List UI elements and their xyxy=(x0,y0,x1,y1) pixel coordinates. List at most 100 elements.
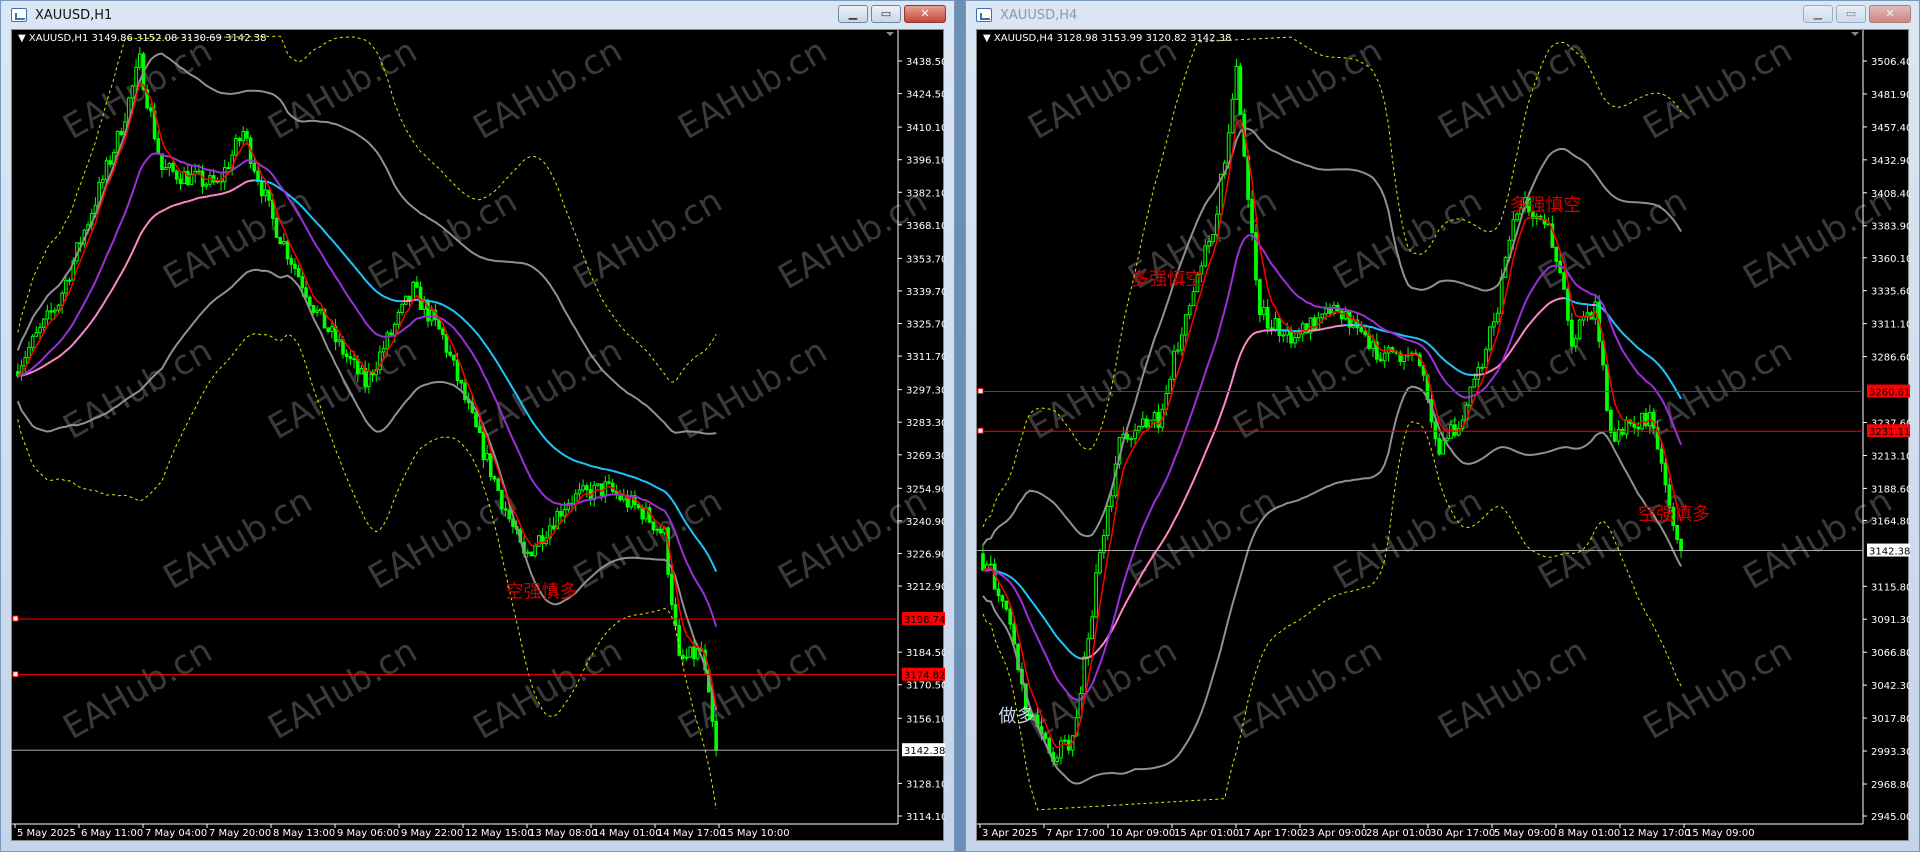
price-tick-label: 3269.30 xyxy=(906,451,945,462)
candle-body xyxy=(1296,333,1301,339)
slow-ma-segment xyxy=(435,301,440,305)
lower-envelope xyxy=(17,333,717,810)
slow-ma-segment xyxy=(1485,370,1491,375)
watermark: EAHub.cn xyxy=(672,631,834,748)
symbol-ohlc: XAUUSD,H4 3128.98 3153.99 3120.82 3142.3… xyxy=(993,33,1232,44)
minimize-button[interactable]: ▁ xyxy=(1803,5,1833,23)
slow-ma-segment xyxy=(345,256,352,263)
slow-ma-segment xyxy=(1450,364,1456,369)
price-tick-label: 2993.30 xyxy=(1871,747,1910,758)
horizontal-line-price: 3260.61 xyxy=(1869,388,1910,399)
horizontal-line-price: 3231.11 xyxy=(1869,427,1910,438)
close-button[interactable]: ✕ xyxy=(1869,5,1911,23)
slow-ma-segment xyxy=(1563,297,1569,301)
slow-ma-segment xyxy=(206,194,211,198)
candle-body xyxy=(440,328,445,336)
candle-body xyxy=(1456,428,1461,436)
candle-body xyxy=(134,66,138,87)
slow-ma-segment xyxy=(1516,335,1522,343)
candle-body xyxy=(1203,245,1208,267)
slow-ma-segment xyxy=(579,461,584,465)
candle-body xyxy=(256,170,260,182)
candle-body xyxy=(1008,608,1013,625)
slow-ma-segment xyxy=(1555,297,1561,301)
slow-ma-segment xyxy=(286,193,292,198)
slow-ma-segment xyxy=(1227,378,1234,392)
watermark: EAHub.cn xyxy=(1227,331,1389,448)
price-tick-label: 3368.10 xyxy=(906,221,945,232)
candle-body xyxy=(1472,378,1477,388)
chart-window-h4[interactable]: XAUUSD,H4 ▁ ▭ ✕ ▼ XAUUSD,H4 3128.98 3153… xyxy=(965,0,1920,852)
title-bar[interactable]: XAUUSD,H1 ▁ ▭ ✕ xyxy=(1,1,954,29)
slow-ma-segment xyxy=(1149,552,1156,561)
slow-ma-segment xyxy=(57,353,63,358)
price-chart[interactable]: EAHub.cn EAHub.cn EAHub.cn EAHub.cn EAHub.cn… xyxy=(977,30,1910,840)
price-tick-label: 3091.30 xyxy=(1871,615,1910,626)
chart-area[interactable]: ▼ XAUUSD,H1 3149.86 3152.08 3130.69 3142… xyxy=(11,29,945,841)
minimize-button[interactable]: ▁ xyxy=(838,5,868,23)
candle-body xyxy=(1172,350,1176,380)
slow-ma-segment xyxy=(364,279,370,285)
watermark: EAHub.cn xyxy=(1432,631,1594,748)
price-tick-label: 3184.50 xyxy=(906,648,945,659)
maximize-button[interactable]: ▭ xyxy=(871,5,901,23)
candle-body xyxy=(1218,173,1223,215)
candle-body xyxy=(1562,272,1566,290)
slow-ma-segment xyxy=(1610,318,1616,325)
line-handle xyxy=(12,671,19,678)
candle-body xyxy=(1675,524,1680,540)
candle-body xyxy=(566,502,571,511)
slow-ma-segment xyxy=(696,539,703,546)
slow-ma-segment xyxy=(1231,365,1238,380)
candle-body xyxy=(1250,198,1254,234)
title-bar[interactable]: XAUUSD,H4 ▁ ▭ ✕ xyxy=(966,1,1919,29)
candle-body xyxy=(1004,600,1009,610)
candle-body xyxy=(596,483,600,486)
chart-area[interactable]: ▼ XAUUSD,H4 3128.98 3153.99 3120.82 3142… xyxy=(976,29,1910,841)
slow-ma-segment xyxy=(334,243,341,249)
time-label: 13 May 08:00 xyxy=(529,828,598,839)
slow-ma-segment xyxy=(120,266,126,275)
candle-body xyxy=(1211,234,1215,243)
candle-body xyxy=(1062,739,1067,742)
candle-body xyxy=(1191,291,1196,307)
slow-ma-segment xyxy=(1613,323,1620,330)
slow-ma-segment xyxy=(312,218,318,225)
slow-ma-segment xyxy=(228,189,233,193)
maximize-button[interactable]: ▭ xyxy=(1836,5,1866,23)
slow-ma-segment xyxy=(641,479,647,483)
chart-annotation: 做多 xyxy=(999,706,1035,727)
slow-ma-segment xyxy=(1076,656,1081,660)
slow-ma-segment xyxy=(242,180,248,185)
slow-ma-segment xyxy=(442,303,447,308)
close-button[interactable]: ✕ xyxy=(904,5,946,23)
candle-body xyxy=(1511,219,1516,241)
candle-body xyxy=(988,563,993,566)
candle-body xyxy=(655,528,659,531)
slow-ma-segment xyxy=(323,230,329,237)
slow-ma-segment xyxy=(1212,424,1218,436)
price-tick-label: 3457.40 xyxy=(1871,123,1910,134)
price-tick-label: 3424.50 xyxy=(906,90,945,101)
candle-body xyxy=(1234,65,1239,100)
candle-body xyxy=(670,573,674,606)
symbol-ohlc: XAUUSD,H1 3149.86 3152.08 3130.69 3142.3… xyxy=(28,33,267,44)
slow-ma-segment xyxy=(1532,314,1538,321)
slow-ma-segment xyxy=(1539,306,1546,313)
candle-body xyxy=(407,295,412,300)
chart-window-h1[interactable]: XAUUSD,H1 ▁ ▭ ✕ ▼ XAUUSD,H1 3149.86 3152… xyxy=(0,0,955,852)
slow-ma-segment xyxy=(575,460,580,464)
slow-ma-segment xyxy=(135,235,141,245)
candle-body xyxy=(1055,757,1059,763)
lower-envelope xyxy=(982,421,1682,811)
slow-ma-segment xyxy=(486,346,492,354)
slow-ma-segment xyxy=(1110,623,1117,632)
slow-ma-segment xyxy=(1196,462,1203,472)
candle-body xyxy=(1515,213,1520,221)
slow-ma-segment xyxy=(515,394,522,402)
candle-body xyxy=(56,304,61,311)
slow-ma-segment xyxy=(1208,434,1214,445)
price-chart[interactable]: EAHub.cn EAHub.cn EAHub.cn EAHub.cn EAHub.cn… xyxy=(12,30,945,840)
slow-ma-segment xyxy=(478,336,485,343)
slow-ma-segment xyxy=(453,310,459,315)
